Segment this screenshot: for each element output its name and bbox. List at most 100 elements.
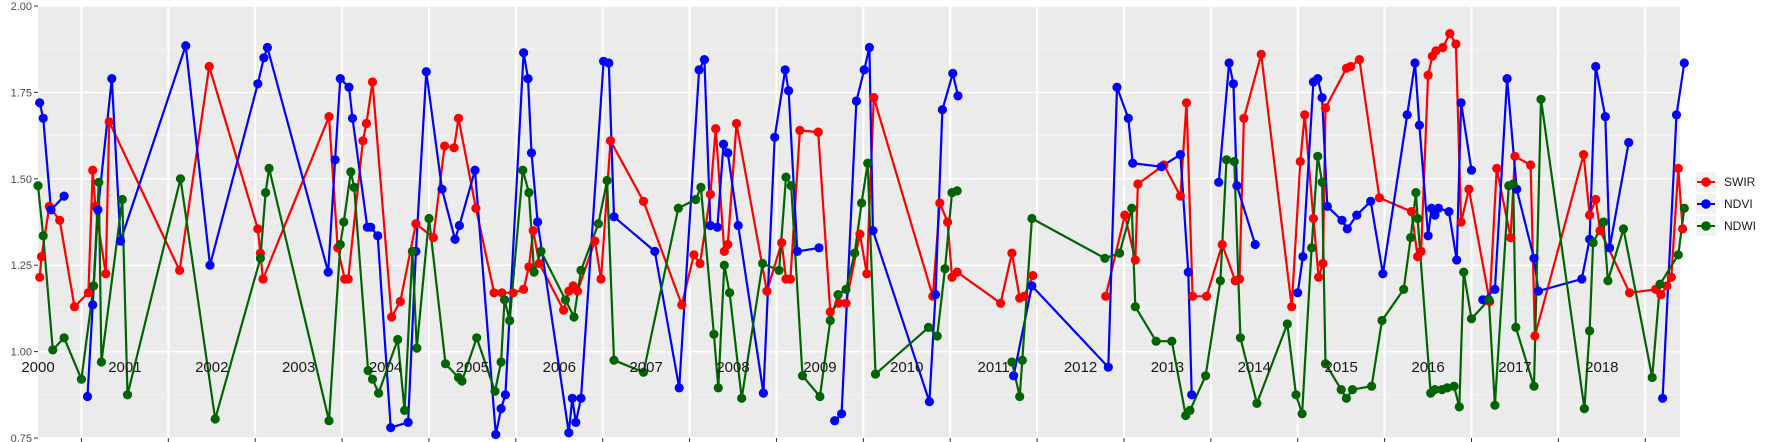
data-point-swir: [638, 196, 649, 206]
year-labels: 2000 2001 2002 2003 2004 2005 2006 2007 2008 2009…: [21, 359, 1618, 376]
data-point-swir: [497, 288, 507, 298]
data-point-ndwi: [261, 188, 271, 198]
data-point-swir: [1217, 239, 1227, 250]
data-point-ndvi: [46, 205, 56, 215]
data-point-ndwi: [1252, 398, 1262, 408]
year-label: 2011: [978, 359, 1010, 376]
legend-label-swir: SWIR: [1724, 175, 1756, 189]
data-point-swir: [101, 269, 111, 279]
data-point-swir: [1239, 113, 1249, 123]
data-point-ndwi: [457, 376, 467, 386]
data-point-swir: [1234, 274, 1245, 284]
year-label: 2003: [282, 359, 315, 376]
data-point-ndvi: [604, 58, 614, 68]
data-point-ndvi: [1232, 181, 1242, 191]
data-point-ndvi: [500, 390, 510, 400]
year-label: 2015: [1324, 359, 1357, 376]
y-tick-label: 0.75: [11, 433, 32, 442]
data-point-ndvi: [1009, 371, 1019, 381]
data-point-swir: [519, 284, 529, 294]
data-point-ndwi: [1282, 319, 1292, 329]
data-point-swir: [1625, 288, 1635, 298]
data-point-swir: [428, 233, 438, 243]
data-point-swir: [1120, 210, 1130, 220]
data-point-ndvi: [470, 165, 480, 175]
data-point-swir: [1456, 217, 1466, 227]
y-tick-label: 1.00: [11, 347, 32, 359]
data-point-swir: [596, 274, 606, 284]
data-point-ndwi: [1027, 213, 1037, 224]
data-point-swir: [343, 274, 353, 284]
data-point-ndwi: [499, 295, 510, 305]
data-point-ndwi: [1490, 400, 1500, 410]
data-point-ndwi: [472, 333, 482, 343]
data-point-swir: [1181, 98, 1192, 108]
data-point-ndvi: [780, 65, 790, 75]
data-point-swir: [935, 198, 945, 208]
data-point-ndwi: [1511, 322, 1521, 332]
data-point-ndwi: [393, 334, 403, 345]
data-point-swir: [88, 165, 98, 175]
data-point-swir: [36, 252, 47, 262]
data-point-swir: [1579, 150, 1589, 160]
legend-point-ndwi: [1701, 221, 1711, 231]
data-point-ndvi: [851, 96, 862, 106]
data-point-swir: [1318, 258, 1328, 269]
data-point-swir: [1506, 233, 1516, 243]
year-label: 2002: [195, 359, 228, 376]
data-point-ndwi: [335, 239, 345, 250]
data-point-swir: [1295, 156, 1305, 167]
data-point-ndwi: [490, 386, 500, 396]
data-point-swir: [943, 217, 953, 227]
data-point-ndwi: [1508, 179, 1518, 189]
data-point-ndvi: [868, 226, 878, 236]
data-point-ndwi: [857, 198, 867, 208]
data-point-ndwi: [1317, 177, 1327, 187]
data-point-ndwi: [638, 367, 649, 377]
data-point-ndvi: [1366, 196, 1376, 206]
data-point-swir: [35, 272, 45, 282]
data-point-ndvi: [1027, 281, 1037, 291]
data-point-ndvi: [1228, 79, 1238, 89]
data-point-ndvi: [1352, 210, 1362, 220]
data-point-swir: [1175, 191, 1185, 201]
data-point-ndwi: [48, 345, 58, 355]
data-point-ndwi: [339, 217, 349, 227]
data-point-ndvi: [1679, 58, 1689, 68]
data-point-ndwi: [719, 260, 729, 270]
legend-label-ndwi: NDWI: [1724, 219, 1756, 233]
data-point-swir: [453, 113, 464, 123]
data-point-ndwi: [374, 388, 384, 398]
data-point-ndwi: [1411, 188, 1421, 198]
data-point-ndwi: [952, 186, 962, 196]
data-point-ndvi: [564, 428, 574, 438]
data-point-swir: [1530, 331, 1540, 341]
data-point-swir: [1287, 302, 1297, 312]
data-point-ndvi: [82, 391, 93, 402]
data-point-swir: [324, 112, 334, 122]
year-label: 2000: [21, 359, 54, 376]
y-tick-label: 1.75: [11, 87, 32, 99]
data-point-ndvi: [181, 41, 191, 51]
data-point-ndwi: [175, 174, 186, 184]
data-point-ndwi: [1007, 357, 1017, 367]
data-point-swir: [785, 274, 796, 284]
year-label: 2009: [803, 359, 836, 376]
data-point-ndwi: [94, 177, 104, 187]
data-point-ndwi: [1313, 151, 1323, 161]
data-point-swir: [1188, 291, 1198, 301]
data-point-swir: [69, 302, 80, 312]
data-point-ndwi: [324, 416, 334, 426]
data-point-swir: [952, 267, 962, 277]
data-point-swir: [1320, 103, 1331, 113]
data-point-ndvi: [1600, 112, 1610, 122]
data-point-ndwi: [870, 369, 881, 379]
data-point-swir: [449, 143, 459, 153]
data-point-ndvi: [335, 74, 345, 84]
data-point-ndwi: [96, 357, 106, 367]
data-point-ndvi: [107, 74, 117, 84]
data-point-ndvi: [386, 423, 396, 433]
data-point-swir: [1308, 213, 1318, 224]
data-point-swir: [534, 258, 544, 269]
data-point-ndwi: [1307, 243, 1317, 253]
